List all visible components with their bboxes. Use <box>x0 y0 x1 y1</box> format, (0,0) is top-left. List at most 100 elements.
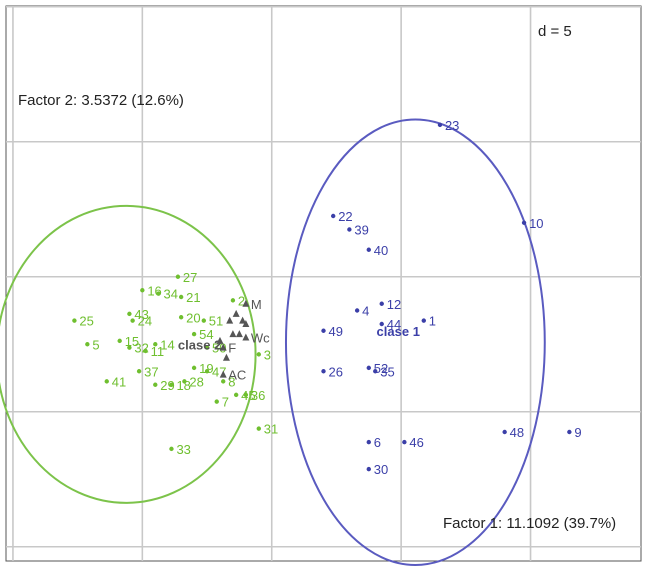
point-label: 24 <box>138 314 152 329</box>
data-point <box>366 466 371 472</box>
point-label: 3 <box>264 347 271 362</box>
data-point <box>221 379 226 384</box>
data-point <box>379 321 384 327</box>
ellipses <box>0 118 546 566</box>
point-label: 20 <box>186 310 200 325</box>
data-point <box>256 426 261 431</box>
point-label: 41 <box>112 374 126 389</box>
point-label: 49 <box>329 324 343 339</box>
point-label: 37 <box>144 364 158 379</box>
point-label: 34 <box>164 287 178 302</box>
y-axis-factor-label: Factor 2: 3.5372 (12.6%) <box>18 92 184 109</box>
variable-marker <box>239 316 247 324</box>
data-point <box>256 352 261 357</box>
point-label: 15 <box>125 334 139 349</box>
point-label: 22 <box>338 209 352 224</box>
variable-marker <box>219 370 227 378</box>
data-point <box>169 446 174 452</box>
point-label: M <box>251 297 262 312</box>
point-label: 33 <box>176 442 190 457</box>
variable-marker <box>226 316 234 324</box>
data-point <box>366 247 371 252</box>
point-label: 16 <box>147 283 161 298</box>
point-label: 46 <box>409 435 423 450</box>
point-label: 5 <box>92 337 99 352</box>
point-label: 30 <box>374 462 388 477</box>
data-point <box>85 342 90 347</box>
point-label: 21 <box>186 290 200 305</box>
data-point <box>567 429 572 435</box>
variable-marker <box>242 320 250 327</box>
point-label: 28 <box>189 374 203 389</box>
point-label: 18 <box>176 378 190 393</box>
point-label: 43 <box>134 307 148 322</box>
data-point <box>156 291 161 296</box>
variable-marker <box>242 333 250 341</box>
point-label: 11 <box>151 344 165 359</box>
data-point <box>130 318 135 323</box>
variable-marker <box>232 309 240 317</box>
point-label: 25 <box>79 314 93 329</box>
data-point <box>233 392 239 398</box>
variable-marker <box>229 330 237 338</box>
data-point <box>521 220 527 225</box>
data-point <box>437 122 443 128</box>
data-point <box>169 382 174 387</box>
point-label: Wc <box>251 331 270 346</box>
point-label: 26 <box>329 364 343 379</box>
annotation-d: d = 5 <box>538 23 572 40</box>
data-point <box>402 439 407 445</box>
point-label: AC <box>228 368 246 383</box>
data-point <box>347 227 352 232</box>
data-point <box>178 315 184 320</box>
data-point <box>104 379 109 384</box>
point-label: 12 <box>387 297 401 312</box>
data-point <box>127 345 132 350</box>
point-label: 36 <box>251 388 265 403</box>
point-label: 40 <box>374 243 388 258</box>
data-point <box>143 348 148 354</box>
point-label: 1 <box>429 314 436 329</box>
point-label: 8 <box>228 374 235 389</box>
class-label: clase 1 <box>377 324 420 339</box>
variable-marker <box>216 336 224 344</box>
data-point <box>502 429 507 435</box>
point-label: 39 <box>354 223 368 238</box>
class-ellipse <box>0 204 257 504</box>
variable-marker <box>242 299 250 307</box>
data-point <box>373 369 378 374</box>
class-label: clase 2 <box>178 338 221 353</box>
data-point <box>201 318 207 323</box>
point-label: 2 <box>238 293 245 308</box>
point-label: 31 <box>264 422 278 437</box>
data-point <box>204 345 210 350</box>
data-point <box>243 392 249 398</box>
point-label: 29 <box>160 378 174 393</box>
variable-marker <box>235 330 243 338</box>
data-point <box>366 365 371 371</box>
point-label: 32 <box>134 341 148 356</box>
point-label: 10 <box>529 216 543 231</box>
point-label: 19 <box>199 361 213 376</box>
point-label: 45 <box>241 388 255 403</box>
variable-marker <box>219 343 227 351</box>
class-ellipse <box>284 118 546 566</box>
point-label: 9 <box>574 425 581 440</box>
data-point <box>321 369 326 374</box>
point-label: 14 <box>160 337 174 352</box>
point-label: 44 <box>387 317 401 332</box>
data-point <box>230 298 236 303</box>
point-label: 51 <box>209 314 223 329</box>
point-label: 52 <box>374 361 388 376</box>
data-point <box>153 382 158 387</box>
data-point <box>379 301 384 306</box>
data-point <box>421 318 426 323</box>
data-point <box>136 369 142 374</box>
data-point <box>117 338 122 344</box>
point-label: 54 <box>199 327 213 342</box>
plot-frame <box>5 5 642 562</box>
point-label: 27 <box>183 270 197 285</box>
data-point <box>153 342 158 347</box>
data-point <box>178 294 184 300</box>
